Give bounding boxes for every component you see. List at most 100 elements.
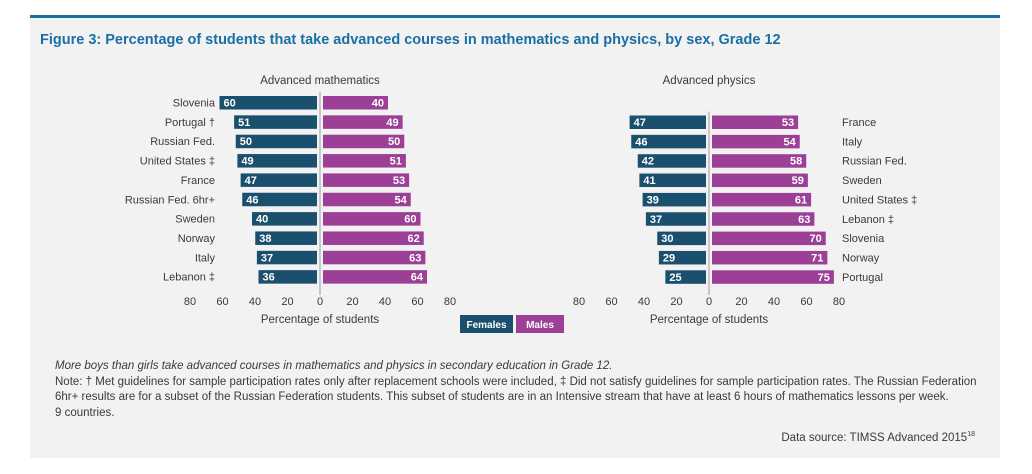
- bar-male: [323, 96, 388, 110]
- bar-male: [323, 212, 421, 226]
- category-label: Russian Fed.: [842, 156, 907, 168]
- x-tick-label: 20: [735, 296, 747, 308]
- data-label-male: 59: [792, 175, 804, 187]
- chart-area: Advanced mathematics 60 40 Slovenia 51 49 Port…: [125, 75, 917, 333]
- category-label: Portugal: [842, 272, 883, 284]
- data-label-female: 47: [245, 175, 257, 187]
- bar-female: [255, 231, 317, 245]
- category-label: Lebanon ‡: [842, 214, 894, 226]
- legend-swatch-females: [460, 315, 513, 333]
- x-tick-label: 60: [800, 296, 812, 308]
- figure-panel: Figure 3: Percentage of students that ta…: [30, 15, 1000, 458]
- bar-female: [252, 212, 317, 226]
- category-label: Russian Fed. 6hr+: [125, 194, 215, 206]
- bar-male: [712, 212, 815, 226]
- data-label-male: 49: [386, 117, 398, 129]
- x-tick-label: 40: [379, 296, 391, 308]
- category-label: Russian Fed.: [150, 136, 215, 148]
- chart-subtitle: Advanced mathematics: [260, 75, 380, 87]
- bar-male: [712, 115, 799, 129]
- data-label-female: 39: [647, 194, 659, 206]
- data-label-male: 62: [408, 233, 420, 245]
- category-label: Norway: [178, 233, 216, 245]
- data-label-male: 58: [790, 156, 802, 168]
- bar-female: [642, 192, 706, 207]
- x-tick-label: 40: [768, 296, 780, 308]
- data-label-male: 53: [393, 175, 405, 187]
- x-tick-label: 60: [411, 296, 423, 308]
- data-label-male: 53: [782, 117, 794, 129]
- data-label-female: 47: [634, 117, 646, 129]
- bar-female: [645, 212, 706, 226]
- x-tick-label: 20: [346, 296, 358, 308]
- bar-male: [712, 270, 834, 284]
- data-label-female: 50: [240, 136, 252, 148]
- caption-country-count: 9 countries.: [55, 406, 115, 419]
- bar-male: [712, 250, 828, 265]
- data-label-male: 51: [390, 156, 402, 168]
- data-label-female: 40: [256, 214, 268, 226]
- category-label: Sweden: [842, 175, 882, 187]
- x-tick-label: 60: [216, 296, 228, 308]
- data-label-male: 61: [795, 194, 807, 206]
- data-label-female: 41: [643, 175, 655, 187]
- legend-swatch-males: [516, 315, 564, 333]
- category-label: Sweden: [175, 214, 215, 226]
- category-label: France: [181, 175, 215, 187]
- data-label-female: 37: [261, 252, 273, 264]
- data-label-male: 64: [411, 272, 424, 284]
- data-label-male: 40: [372, 98, 384, 110]
- bar-female: [637, 154, 706, 168]
- bar-male: [712, 154, 807, 168]
- data-source: Data source: TIMSS Advanced 201518: [781, 431, 975, 444]
- bar-female: [240, 173, 317, 187]
- bar-female: [665, 270, 706, 284]
- caption-summary: More boys than girls take advanced cours…: [55, 360, 613, 372]
- bar-female: [639, 173, 706, 188]
- data-label-male: 70: [810, 233, 822, 245]
- bar-male: [323, 134, 405, 149]
- data-label-female: 37: [650, 214, 662, 226]
- category-label: Slovenia: [173, 98, 216, 110]
- category-label: Italy: [195, 252, 216, 264]
- data-label-male: 54: [395, 194, 408, 206]
- bar-male: [323, 231, 424, 245]
- data-source-ref: 18: [967, 431, 975, 438]
- bar-female: [657, 231, 706, 246]
- caption: More boys than girls take advanced cours…: [55, 359, 985, 421]
- figure-title: Figure 3: Percentage of students that ta…: [40, 32, 781, 48]
- data-label-female: 25: [669, 272, 681, 284]
- data-label-female: 36: [263, 272, 275, 284]
- data-label-female: 29: [663, 252, 675, 264]
- bar-female: [237, 154, 317, 168]
- chart-subtitle: Advanced physics: [663, 75, 756, 87]
- bar-male: [323, 192, 411, 207]
- bar-male: [712, 173, 808, 188]
- bar-male: [712, 231, 826, 246]
- category-label: Slovenia: [842, 233, 885, 245]
- data-label-female: 38: [259, 233, 271, 245]
- x-tick-label: 80: [833, 296, 845, 308]
- category-label: Italy: [842, 136, 863, 148]
- data-label-female: 60: [224, 98, 236, 110]
- data-label-male: 71: [811, 252, 823, 264]
- data-label-male: 54: [784, 136, 797, 148]
- category-label: Lebanon ‡: [163, 272, 215, 284]
- data-label-female: 46: [246, 194, 258, 206]
- category-label: United States ‡: [842, 194, 917, 206]
- data-label-male: 63: [798, 214, 810, 226]
- bar-male: [323, 270, 427, 284]
- category-label: France: [842, 117, 876, 129]
- bar-female: [256, 250, 317, 265]
- x-axis-label: Percentage of students: [650, 314, 769, 326]
- legend-label-males: Males: [526, 320, 554, 331]
- data-label-male: 50: [388, 136, 400, 148]
- bar-male: [323, 154, 406, 168]
- x-tick-label: 40: [638, 296, 650, 308]
- data-label-female: 42: [642, 156, 654, 168]
- x-tick-label: 0: [317, 296, 323, 308]
- bar-male: [712, 192, 812, 207]
- bar-female: [242, 192, 317, 207]
- bar-female: [235, 134, 317, 149]
- x-tick-label: 20: [281, 296, 293, 308]
